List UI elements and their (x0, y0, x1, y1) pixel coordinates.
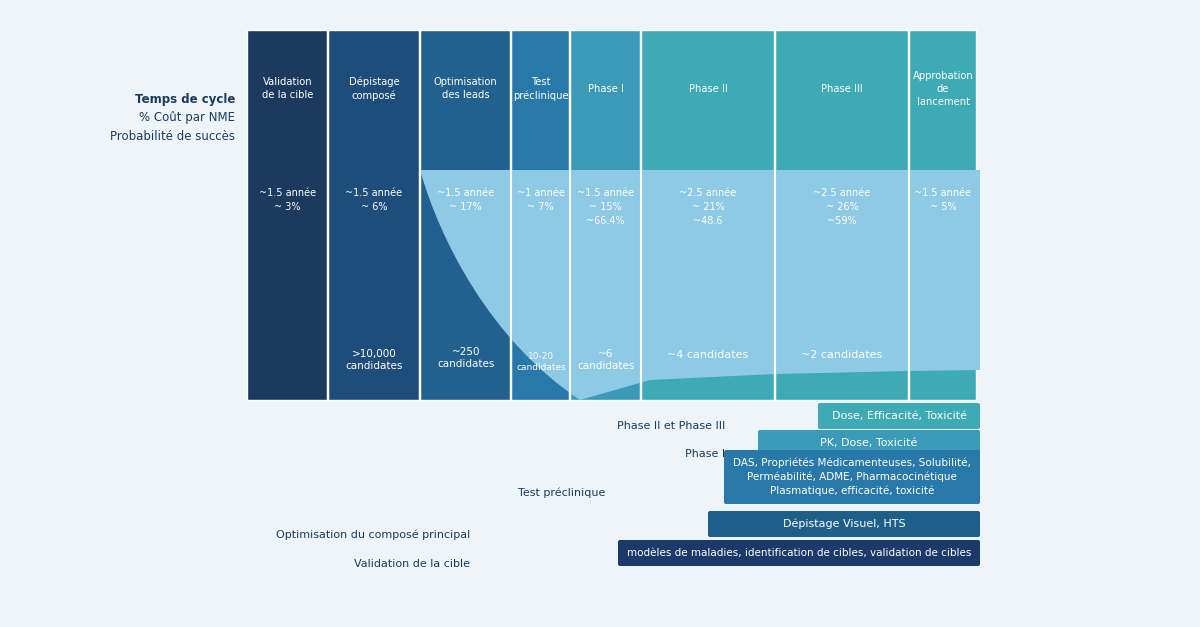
Bar (328, 30, 419, 400)
Bar (910, 30, 976, 400)
Text: Validation
de la cible: Validation de la cible (262, 77, 313, 100)
FancyBboxPatch shape (724, 450, 980, 504)
Text: ~1.5 année
~ 5%: ~1.5 année ~ 5% (914, 188, 972, 212)
Text: 10-20
candidates: 10-20 candidates (516, 352, 566, 372)
Text: Approbation
de
lancement: Approbation de lancement (913, 71, 973, 107)
Text: Phase II et Phase III: Phase II et Phase III (617, 421, 725, 431)
Text: Optimisation du composé principal: Optimisation du composé principal (276, 530, 470, 540)
Bar (247, 30, 326, 400)
Text: ~2 candidates: ~2 candidates (802, 350, 883, 360)
Text: ~2.5 année
~ 26%
~59%: ~2.5 année ~ 26% ~59% (814, 188, 871, 226)
FancyBboxPatch shape (708, 511, 980, 537)
Text: Optimisation
des leads: Optimisation des leads (433, 77, 497, 100)
PathPatch shape (247, 170, 980, 400)
Text: Test
préclinique: Test préclinique (512, 77, 569, 100)
Text: ~1.5 année
~ 3%: ~1.5 année ~ 3% (259, 188, 316, 212)
FancyBboxPatch shape (618, 540, 980, 566)
Text: % Coût par NME: % Coût par NME (139, 112, 235, 125)
Text: Phase I: Phase I (685, 449, 725, 459)
Text: >10,000
candidates: >10,000 candidates (346, 349, 403, 371)
Text: ~1.5 année
~ 6%: ~1.5 année ~ 6% (346, 188, 402, 212)
FancyBboxPatch shape (758, 430, 980, 456)
Text: DAS, Propriétés Médicamenteuses, Solubilité,
Perméabilité, ADME, Pharmacocinétiq: DAS, Propriétés Médicamenteuses, Solubil… (733, 458, 971, 496)
Text: ~2.5 année
~ 21%
~48.6: ~2.5 année ~ 21% ~48.6 (679, 188, 737, 226)
Bar (570, 30, 640, 400)
Text: modèles de maladies, identification de cibles, validation de cibles: modèles de maladies, identification de c… (626, 548, 971, 558)
Text: Phase II: Phase II (689, 84, 727, 94)
Text: Probabilité de succès: Probabilité de succès (110, 130, 235, 142)
Text: ~1.5 année
~ 17%: ~1.5 année ~ 17% (437, 188, 494, 212)
Text: Test préclinique: Test préclinique (517, 488, 605, 498)
Bar (511, 30, 569, 400)
Text: Dépistage Visuel, HTS: Dépistage Visuel, HTS (782, 519, 905, 529)
Text: Validation de la cible: Validation de la cible (354, 559, 470, 569)
Text: ~6
candidates: ~6 candidates (577, 349, 635, 371)
Text: ~4 candidates: ~4 candidates (667, 350, 749, 360)
Text: Dépistage
composé: Dépistage composé (349, 77, 400, 101)
Text: Phase III: Phase III (821, 84, 863, 94)
Bar (641, 30, 774, 400)
Text: Dose, Efficacité, Toxicité: Dose, Efficacité, Toxicité (832, 411, 966, 421)
Text: ~1.5 année
~ 15%
~66.4%: ~1.5 année ~ 15% ~66.4% (577, 188, 634, 226)
Text: Phase I: Phase I (588, 84, 624, 94)
Text: PK, Dose, Toxicité: PK, Dose, Toxicité (821, 438, 918, 448)
Bar (420, 30, 510, 400)
Text: Temps de cycle: Temps de cycle (134, 93, 235, 107)
FancyBboxPatch shape (818, 403, 980, 429)
Bar (775, 30, 908, 400)
Text: ~250
candidates: ~250 candidates (437, 347, 494, 369)
Text: ~1 année
~ 7%: ~1 année ~ 7% (516, 188, 564, 212)
